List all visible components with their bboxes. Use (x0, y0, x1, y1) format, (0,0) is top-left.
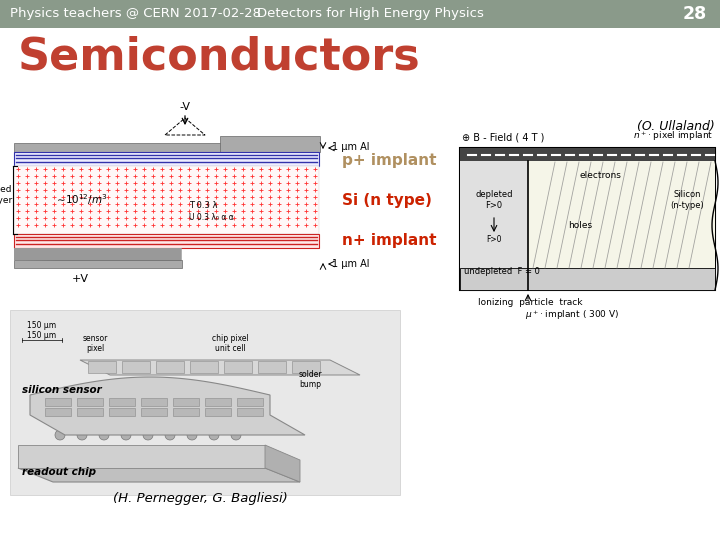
Bar (173, 408, 199, 416)
Circle shape (55, 430, 65, 440)
Bar (205, 398, 231, 406)
Text: Ionizing  particle  track: Ionizing particle track (478, 298, 582, 307)
Circle shape (99, 430, 109, 440)
Polygon shape (80, 360, 360, 375)
Bar (0, 0, 720, 28)
Bar (156, 361, 184, 373)
Bar (109, 408, 135, 416)
Text: U 0.3 λ₀ α α: U 0.3 λ₀ α α (189, 213, 234, 222)
Circle shape (209, 430, 219, 440)
Bar (77, 408, 103, 416)
Text: (O. Ullaland): (O. Ullaland) (637, 120, 715, 133)
Text: T 0.3 λ: T 0.3 λ (189, 201, 217, 211)
Bar (14, 152, 319, 166)
Text: 150 µm: 150 µm (27, 331, 57, 340)
Text: p+ implant: p+ implant (342, 152, 436, 167)
Bar (220, 136, 320, 152)
Bar (45, 408, 71, 416)
Bar (88, 361, 116, 373)
Text: Physics teachers @ CERN 2017-02-28: Physics teachers @ CERN 2017-02-28 (10, 8, 261, 21)
Polygon shape (265, 445, 300, 482)
Text: ⊕ B - Field ( 4 T ): ⊕ B - Field ( 4 T ) (462, 133, 544, 143)
Text: silicon sensor: silicon sensor (22, 385, 102, 395)
Bar (460, 148, 715, 290)
Text: readout chip: readout chip (22, 467, 96, 477)
Text: Depleted
Layer: Depleted Layer (0, 185, 12, 205)
Bar (205, 408, 231, 416)
Text: Si (n type): Si (n type) (342, 192, 432, 207)
Text: 150 µm: 150 µm (27, 321, 57, 330)
Bar (45, 398, 71, 406)
Bar (460, 148, 715, 161)
Text: F>0: F>0 (486, 235, 502, 245)
Text: depleted
F>0: depleted F>0 (475, 190, 513, 210)
Bar (14, 234, 319, 248)
Circle shape (143, 430, 153, 440)
Text: +V: +V (71, 274, 89, 284)
Text: Semiconductors: Semiconductors (18, 36, 420, 79)
Text: Silicon
(n-type): Silicon (n-type) (670, 190, 704, 210)
Bar (141, 408, 167, 416)
Bar (14, 166, 319, 234)
Text: 1 µm Al: 1 µm Al (332, 142, 369, 152)
Bar (190, 361, 218, 373)
Text: $\mu^+$· implant ( 300 V): $\mu^+$· implant ( 300 V) (525, 308, 619, 322)
Text: n+ implant: n+ implant (342, 233, 436, 248)
Text: holes: holes (568, 220, 592, 230)
Text: 1 µm Al: 1 µm Al (332, 259, 369, 269)
Text: $n^+$· pixel implant: $n^+$· pixel implant (633, 129, 713, 143)
Text: (H. Pernegger, G. Bagliesi): (H. Pernegger, G. Bagliesi) (112, 492, 287, 505)
Bar (141, 398, 167, 406)
Polygon shape (18, 468, 300, 482)
Bar (77, 398, 103, 406)
Text: Detectors for High Energy Physics: Detectors for High Energy Physics (256, 8, 483, 21)
Bar (14, 143, 319, 152)
Bar (237, 408, 263, 416)
Bar (173, 398, 199, 406)
Text: -V: -V (179, 102, 191, 112)
Text: $\sim\!10^{12}/m^3$: $\sim\!10^{12}/m^3$ (54, 193, 108, 207)
Bar (10, 310, 400, 495)
Bar (109, 398, 135, 406)
Circle shape (187, 430, 197, 440)
Polygon shape (18, 445, 265, 468)
Bar (14, 260, 181, 268)
Circle shape (121, 430, 131, 440)
Text: electrons: electrons (579, 171, 621, 179)
Text: 28: 28 (683, 5, 707, 23)
Bar (460, 161, 528, 290)
Bar (528, 161, 715, 290)
Circle shape (77, 430, 87, 440)
Bar (292, 361, 320, 373)
Circle shape (165, 430, 175, 440)
Polygon shape (14, 248, 181, 264)
Bar (237, 398, 263, 406)
Polygon shape (30, 377, 305, 435)
Bar (258, 361, 286, 373)
Text: sensor
pixel: sensor pixel (82, 334, 108, 353)
Bar (122, 361, 150, 373)
Bar (224, 361, 252, 373)
Circle shape (231, 430, 241, 440)
Text: chip pixel
unit cell: chip pixel unit cell (212, 334, 248, 353)
Bar (460, 268, 715, 290)
Text: solder
bump: solder bump (298, 370, 322, 389)
Text: undepleted  F = 0: undepleted F = 0 (464, 267, 540, 275)
